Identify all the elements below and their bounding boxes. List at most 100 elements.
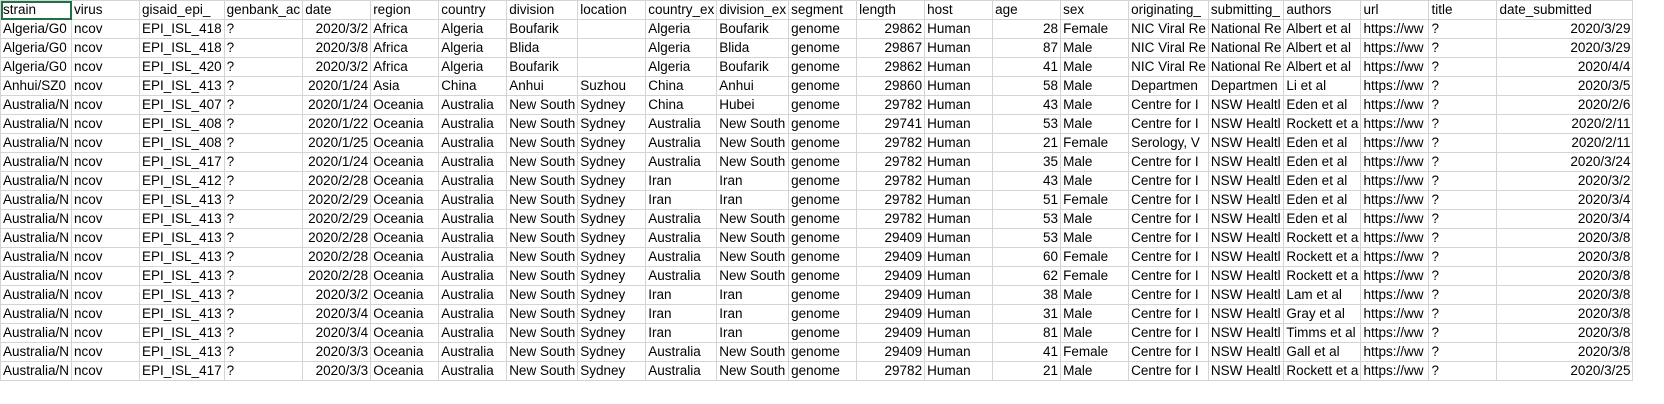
cell[interactable]: Australia/N [0, 323, 73, 343]
cell[interactable]: ? [223, 76, 304, 96]
cell[interactable]: Human [924, 266, 994, 286]
cell[interactable]: ncov [71, 304, 141, 324]
cell[interactable]: 21 [992, 361, 1062, 381]
cell[interactable]: genome [788, 57, 858, 77]
cell[interactable]: Centre for I [1128, 190, 1209, 210]
cell[interactable]: ncov [71, 209, 141, 229]
cell[interactable]: Iran [716, 304, 790, 324]
cell[interactable]: Australia [645, 228, 718, 248]
cell[interactable]: Australia [438, 304, 508, 324]
cell[interactable]: genome [788, 304, 858, 324]
cell[interactable]: Africa [370, 57, 440, 77]
cell[interactable]: ? [1428, 171, 1498, 191]
cell[interactable]: https://ww [1360, 266, 1430, 286]
column-header-division-ex[interactable]: division_ex [716, 0, 790, 20]
cell[interactable]: 2020/3/4 [302, 304, 372, 324]
cell[interactable]: Africa [370, 38, 440, 58]
cell[interactable]: Boufarik [716, 19, 790, 39]
cell[interactable]: New South [506, 247, 579, 267]
cell[interactable]: Rockett et a [1283, 228, 1362, 248]
cell[interactable]: 2020/2/29 [302, 190, 372, 210]
cell[interactable]: Female [1060, 266, 1130, 286]
cell[interactable]: 2020/3/4 [1496, 190, 1634, 210]
cell[interactable]: Sydney [577, 266, 647, 286]
cell[interactable]: Centre for I [1128, 361, 1209, 381]
cell[interactable]: Oceania [370, 361, 440, 381]
cell[interactable]: New South [506, 304, 579, 324]
cell[interactable]: National Re [1207, 38, 1285, 58]
cell[interactable]: ncov [71, 266, 141, 286]
cell[interactable]: Sydney [577, 190, 647, 210]
cell[interactable]: Departmen [1128, 76, 1209, 96]
cell[interactable]: 2020/1/24 [302, 152, 372, 172]
cell[interactable]: 2020/3/2 [302, 19, 372, 39]
cell[interactable]: 2020/1/25 [302, 133, 372, 153]
cell[interactable]: ? [223, 95, 304, 115]
cell[interactable]: 87 [992, 38, 1062, 58]
cell[interactable]: 43 [992, 171, 1062, 191]
cell[interactable]: Australia [645, 152, 718, 172]
cell[interactable]: 29782 [856, 190, 926, 210]
cell[interactable]: EPI_ISL_413 [139, 266, 225, 286]
cell[interactable]: Australia [645, 361, 718, 381]
cell[interactable]: Male [1060, 95, 1130, 115]
cell[interactable]: Centre for I [1128, 114, 1209, 134]
cell[interactable]: New South [506, 152, 579, 172]
column-header-division[interactable]: division [506, 0, 579, 20]
cell[interactable]: Blida [716, 38, 790, 58]
cell[interactable]: 2020/2/28 [302, 228, 372, 248]
cell[interactable]: ? [1428, 114, 1498, 134]
cell[interactable]: Australia/N [0, 285, 73, 305]
cell[interactable]: Australia [438, 285, 508, 305]
cell[interactable]: ? [223, 266, 304, 286]
cell[interactable]: genome [788, 38, 858, 58]
cell[interactable]: 2020/3/29 [1496, 38, 1634, 58]
column-header-authors[interactable]: authors [1283, 0, 1362, 20]
cell[interactable]: Algeria/G0 [0, 19, 73, 39]
cell[interactable]: Sydney [577, 95, 647, 115]
column-header-strain[interactable]: strain [0, 0, 73, 20]
column-header-gisaid-epi[interactable]: gisaid_epi_ [139, 0, 225, 20]
cell[interactable]: Oceania [370, 304, 440, 324]
cell[interactable]: Human [924, 209, 994, 229]
column-header-region[interactable]: region [370, 0, 440, 20]
cell[interactable]: ? [223, 361, 304, 381]
cell[interactable]: Rockett et a [1283, 361, 1362, 381]
cell[interactable]: Iran [716, 285, 790, 305]
cell[interactable]: 29741 [856, 114, 926, 134]
cell[interactable]: NSW Healtl [1207, 285, 1285, 305]
cell[interactable]: Iran [645, 285, 718, 305]
cell[interactable]: New South [716, 114, 790, 134]
cell[interactable]: NSW Healtl [1207, 361, 1285, 381]
cell[interactable]: EPI_ISL_413 [139, 228, 225, 248]
cell[interactable]: 2020/3/3 [302, 361, 372, 381]
cell[interactable]: Australia [438, 361, 508, 381]
cell[interactable]: Australia/N [0, 133, 73, 153]
cell[interactable]: Eden et al [1283, 171, 1362, 191]
cell[interactable]: Australia/N [0, 190, 73, 210]
cell[interactable]: New South [506, 114, 579, 134]
cell[interactable]: https://ww [1360, 247, 1430, 267]
cell[interactable]: Anhui [506, 76, 579, 96]
cell[interactable]: ? [1428, 57, 1498, 77]
cell[interactable]: Female [1060, 342, 1130, 362]
column-header-age[interactable]: age [992, 0, 1062, 20]
cell[interactable]: 53 [992, 114, 1062, 134]
cell[interactable]: EPI_ISL_408 [139, 114, 225, 134]
cell[interactable]: Gray et al [1283, 304, 1362, 324]
cell[interactable]: Eden et al [1283, 95, 1362, 115]
cell[interactable]: Algeria [645, 38, 718, 58]
cell[interactable]: Algeria/G0 [0, 38, 73, 58]
cell[interactable]: genome [788, 342, 858, 362]
cell[interactable]: ? [1428, 361, 1498, 381]
cell[interactable]: ? [223, 209, 304, 229]
cell[interactable]: Sydney [577, 114, 647, 134]
cell[interactable]: Male [1060, 228, 1130, 248]
cell[interactable]: NIC Viral Re [1128, 19, 1209, 39]
cell[interactable]: Female [1060, 247, 1130, 267]
cell[interactable]: NIC Viral Re [1128, 38, 1209, 58]
cell[interactable]: China [645, 95, 718, 115]
cell[interactable]: Human [924, 171, 994, 191]
cell[interactable]: Australia [645, 133, 718, 153]
cell[interactable]: EPI_ISL_413 [139, 323, 225, 343]
